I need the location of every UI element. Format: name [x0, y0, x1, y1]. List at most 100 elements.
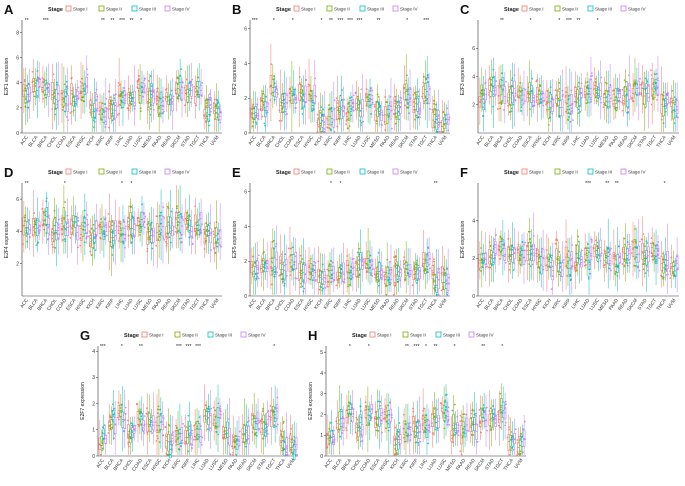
data-point	[571, 244, 573, 246]
data-point	[88, 245, 91, 248]
data-point	[584, 259, 587, 262]
legend-key-2	[98, 168, 105, 175]
box	[146, 416, 149, 433]
box	[332, 109, 336, 128]
data-point	[274, 86, 277, 89]
data-point	[593, 84, 596, 87]
data-point	[147, 425, 150, 428]
data-point	[171, 222, 173, 224]
data-point	[69, 112, 72, 114]
data-point	[283, 282, 286, 285]
data-point	[86, 214, 89, 216]
data-point	[368, 261, 371, 263]
data-point	[635, 256, 638, 259]
data-point	[480, 269, 482, 272]
data-point	[440, 289, 443, 292]
x-tick-label: UVM	[437, 298, 448, 310]
data-point	[37, 241, 39, 244]
x-tick-label: KICH	[85, 297, 97, 310]
data-point	[373, 103, 376, 106]
data-point	[310, 110, 313, 112]
data-point	[143, 432, 145, 434]
data-point	[157, 238, 159, 241]
data-point	[499, 250, 502, 253]
data-point	[86, 85, 89, 88]
data-point	[309, 257, 312, 260]
data-point	[79, 244, 81, 247]
data-point	[69, 237, 72, 239]
data-point	[433, 274, 436, 276]
data-point	[290, 266, 292, 268]
data-point	[596, 87, 599, 90]
data-point	[351, 276, 354, 279]
x-tick-label: KIRC	[551, 297, 563, 310]
data-point	[111, 409, 114, 412]
data-point	[501, 72, 503, 75]
data-point	[646, 256, 649, 259]
data-point	[630, 97, 633, 100]
data-point	[27, 83, 30, 86]
data-point	[117, 412, 120, 415]
data-point	[295, 277, 298, 280]
box	[444, 274, 448, 289]
box	[580, 256, 583, 268]
box	[494, 240, 497, 256]
data-point	[436, 130, 439, 133]
box	[133, 90, 136, 107]
data-point	[75, 98, 78, 101]
data-point	[181, 442, 184, 444]
data-point	[394, 284, 396, 287]
data-point	[349, 97, 351, 99]
data-point	[558, 273, 561, 276]
significance-label: ***	[119, 18, 125, 24]
data-point	[205, 229, 207, 232]
legend-label-4: Stage IV	[628, 170, 647, 175]
data-point	[669, 277, 672, 279]
data-point	[646, 269, 649, 272]
data-point	[214, 227, 217, 230]
data-point	[25, 231, 28, 234]
data-point	[434, 286, 437, 289]
data-point	[176, 83, 179, 86]
data-point	[394, 100, 397, 103]
data-point	[326, 126, 329, 129]
data-point	[207, 406, 210, 408]
data-point	[162, 237, 165, 239]
x-tick-label: MESO	[141, 297, 154, 312]
data-point	[48, 83, 50, 86]
data-point	[129, 94, 131, 97]
data-point	[555, 239, 557, 242]
data-point	[565, 91, 568, 93]
data-point	[665, 269, 668, 271]
data-point	[634, 228, 636, 230]
data-point	[205, 106, 208, 109]
data-point	[113, 118, 116, 121]
data-point	[442, 286, 445, 288]
data-point	[603, 103, 605, 106]
data-point	[130, 437, 133, 440]
data-point	[490, 254, 493, 256]
box	[635, 248, 639, 263]
data-point	[545, 249, 548, 251]
y-tick-label: 4	[472, 218, 475, 224]
data-point	[176, 76, 179, 79]
data-point	[151, 247, 154, 250]
data-point	[583, 261, 586, 263]
data-point	[74, 102, 77, 105]
data-point	[642, 233, 645, 236]
data-point	[655, 258, 657, 261]
data-point	[621, 263, 624, 265]
data-point	[39, 225, 42, 227]
data-point	[579, 263, 582, 266]
data-point	[556, 239, 559, 241]
data-point	[528, 263, 531, 266]
data-point	[257, 277, 260, 280]
data-point	[191, 447, 193, 449]
box	[652, 86, 656, 99]
data-point	[501, 79, 503, 82]
data-point	[346, 108, 349, 111]
data-point	[503, 255, 506, 258]
data-point	[395, 106, 397, 109]
data-point	[111, 119, 114, 122]
data-point	[217, 232, 219, 235]
